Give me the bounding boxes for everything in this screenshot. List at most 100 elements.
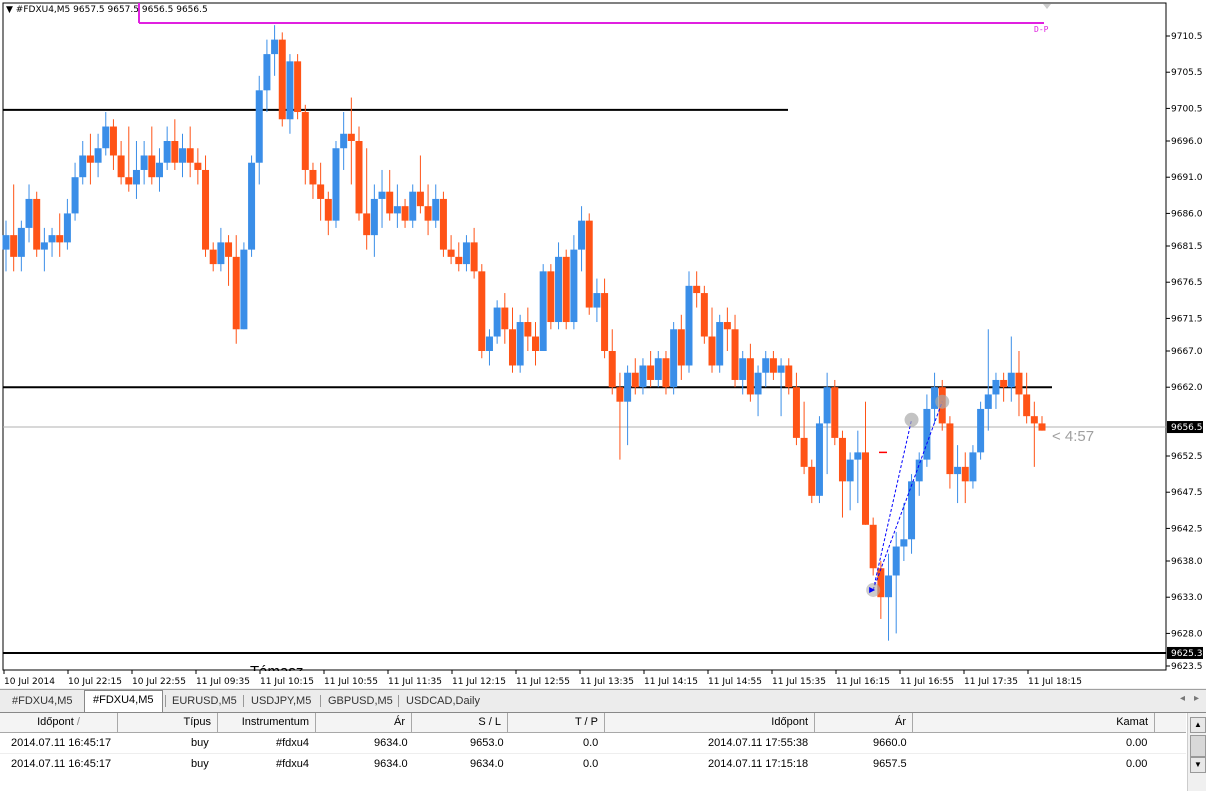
tab-fdxu4-m5-1[interactable]: #FDXU4,M5 <box>12 695 73 707</box>
tab-fdxu4-m5-2[interactable]: #FDXU4,M5 <box>84 690 163 712</box>
col-instrument[interactable]: Instrumentum <box>218 713 316 732</box>
candle-body <box>1007 372 1015 388</box>
price-tick-label: 9686.0 <box>1171 209 1203 219</box>
candle-body <box>854 452 862 460</box>
scroll-down-icon[interactable]: ▼ <box>1190 757 1206 773</box>
grid-scrollbar[interactable]: ▲ ▼ <box>1187 713 1206 791</box>
tab-eurusd-m5[interactable]: EURUSD,M5 <box>172 695 237 707</box>
time-tick-label: 11 Jul 18:15 <box>1028 677 1082 687</box>
candle-body <box>79 155 87 178</box>
tab-usdjpy-m5[interactable]: USDJPY,M5 <box>251 695 312 707</box>
candle-body <box>639 365 647 388</box>
cell-type: buy <box>191 758 209 770</box>
candle-body <box>654 358 662 380</box>
chart-menu-icon[interactable]: ▼ <box>6 5 13 15</box>
col-close-price[interactable]: Ár <box>815 713 913 732</box>
tab-scroll-right-icon[interactable]: ▸ <box>1194 693 1200 704</box>
time-tick-label: 10 Jul 2014 <box>4 677 55 687</box>
price-tick-label: 9671.5 <box>1171 314 1203 324</box>
candle-body <box>232 256 240 330</box>
tab-scroll-left-icon[interactable]: ◂ <box>1180 693 1186 704</box>
plot-frame <box>2 2 1167 671</box>
candle-body <box>401 206 409 221</box>
candle-body <box>1030 416 1038 424</box>
price-tick-label: 9705.5 <box>1171 68 1203 78</box>
candle-body <box>71 177 79 214</box>
col-sl[interactable]: S / L <box>412 713 508 732</box>
scroll-up-icon[interactable]: ▲ <box>1190 717 1206 733</box>
trade-history-grid: Időpont / Típus Instrumentum Ár S / L T … <box>0 712 1206 791</box>
candle-body <box>294 61 302 113</box>
col-tp[interactable]: T / P <box>508 713 605 732</box>
candle-body <box>892 546 900 576</box>
candle-body <box>155 162 163 178</box>
cell-instrument: #fdxu4 <box>276 737 310 749</box>
candle-body <box>48 235 56 243</box>
candle-body <box>248 162 256 250</box>
candle-body <box>33 198 41 250</box>
candle-body <box>102 126 110 149</box>
table-row[interactable]: 2014.07.11 16:45:17 buy #fdxu4 9634.0 96… <box>0 753 1186 774</box>
candle-body <box>631 372 639 388</box>
cell-interest: 0.00 <box>1126 758 1148 770</box>
col-open-time[interactable]: Időpont / <box>0 713 118 732</box>
time-tick-label: 11 Jul 10:15 <box>260 677 314 687</box>
col-interest[interactable]: Kamat <box>913 713 1155 732</box>
candle-body <box>1015 372 1023 395</box>
candle-body <box>202 169 210 250</box>
current-price-label: 9656.5 <box>1171 423 1203 433</box>
cell-close-price: 9657.5 <box>873 758 907 770</box>
candle-body <box>585 220 593 308</box>
col-open-price[interactable]: Ár <box>316 713 412 732</box>
candle-body <box>885 575 893 598</box>
candle-body <box>508 329 516 366</box>
candle-body <box>209 249 217 265</box>
candle-body <box>340 133 348 149</box>
candle-body <box>723 322 731 330</box>
candlestick-chart[interactable]: 9710.5 9705.5 9700.5 9696.0 9691.0 9686.0 9681… <box>0 0 1206 688</box>
col-close-time[interactable]: Időpont <box>605 713 815 732</box>
candle-body <box>263 54 271 91</box>
time-tick-label: 11 Jul 17:35 <box>964 677 1018 687</box>
candle-body <box>163 141 171 163</box>
candle-body <box>739 358 747 380</box>
candle-body <box>2 235 10 250</box>
candle-body <box>977 408 985 453</box>
price-tick-label: 9681.5 <box>1171 242 1203 252</box>
candle-body <box>225 242 233 257</box>
price-tick-label: 9633.0 <box>1171 593 1203 603</box>
chart-area[interactable]: 9710.5 9705.5 9700.5 9696.0 9691.0 9686.0 9681… <box>0 0 1206 688</box>
candle-body <box>731 329 739 380</box>
candle-body <box>125 177 133 185</box>
cell-type: buy <box>191 737 209 749</box>
chart-tabs: #FDXU4,M5 #FDXU4,M5 EURUSD,M5 USDJPY,M5 … <box>0 689 1206 712</box>
sort-icon: / <box>76 716 80 728</box>
candle-body <box>301 112 309 170</box>
table-row[interactable]: 2014.07.11 16:45:17 buy #fdxu4 9634.0 96… <box>0 733 1186 753</box>
trade-close-marker <box>904 412 919 427</box>
candle-body <box>393 206 401 214</box>
support-price-box <box>1167 646 1203 659</box>
candle-body <box>547 271 555 323</box>
tab-gbpusd-m5[interactable]: GBPUSD,M5 <box>328 695 393 707</box>
candle-body <box>532 336 540 351</box>
candle-body <box>716 322 724 366</box>
time-tick-label: 11 Jul 14:15 <box>644 677 698 687</box>
candle-body <box>670 329 678 388</box>
cell-close-time: 2014.07.11 17:55:38 <box>708 737 809 749</box>
price-tick-label: 9628.0 <box>1171 629 1203 639</box>
candle-body <box>647 365 655 380</box>
candle-body <box>63 213 71 243</box>
tab-separator <box>243 695 244 707</box>
candle-body <box>240 249 248 330</box>
scroll-thumb[interactable] <box>1190 735 1206 757</box>
col-type[interactable]: Típus <box>118 713 218 732</box>
candle-body <box>861 452 869 525</box>
candle-body <box>562 256 570 323</box>
trade-close-marker <box>935 394 950 409</box>
trade-line <box>872 401 943 591</box>
candle-body <box>846 459 854 482</box>
candle-body <box>94 148 102 163</box>
tab-usdcad-daily[interactable]: USDCAD,Daily <box>406 695 480 707</box>
candle-body <box>616 387 624 402</box>
